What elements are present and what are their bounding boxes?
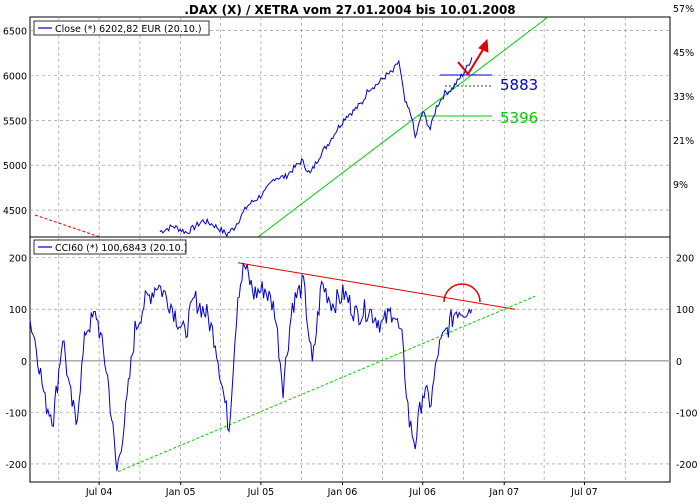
- cci-y-tick-right: 200: [676, 254, 694, 265]
- red-arrow-path: [457, 47, 485, 76]
- price-tick-labels: 6500 57% 6000 45% 5500 33% 5000 21% 4500 9%: [3, 4, 694, 217]
- cci-y-tick-left: -200: [5, 460, 27, 471]
- cci-red-arc: [443, 283, 481, 303]
- price-y-tick-left: 5000: [3, 161, 27, 172]
- price-y-tick-left: 5500: [3, 116, 27, 127]
- cci-y-tick-left: -100: [5, 408, 27, 419]
- annotation-5396: 5396: [500, 109, 538, 127]
- cci-grid: [30, 237, 670, 482]
- price-grid: [30, 17, 670, 237]
- cci-y-tick-left: 0: [21, 357, 27, 368]
- price-y-tick-right: 9%: [673, 180, 688, 191]
- cci-legend: CCI60 (*) 100,6843 (20.10.): [33, 239, 187, 255]
- cci-panel-frame: [29, 236, 671, 483]
- cci-y-tick-right: 0: [676, 357, 682, 368]
- price-trendlines: [34, 16, 549, 238]
- cci-series-line: [29, 261, 473, 472]
- price-legend-label: Close (*) 6202,82 EUR (20.10.): [55, 24, 202, 35]
- red-arrow-head: [478, 38, 489, 53]
- x-tick-label: Jul 05: [247, 487, 275, 498]
- cci-legend-box: [33, 239, 187, 255]
- x-axis-tick-labels: Jul 04 Jan 05 Jul 05 Jan 06 Jul 06 Jan 07 Jul …: [85, 482, 598, 498]
- price-y-tick-right: 45%: [673, 48, 694, 59]
- price-panel-frame: [29, 16, 671, 238]
- price-legend-box: [33, 20, 210, 36]
- price-y-tick-right: 21%: [673, 136, 694, 147]
- cci-y-tick-left: 200: [9, 254, 27, 265]
- price-y-tick-left: 6500: [3, 26, 27, 37]
- price-series-line: [159, 57, 473, 238]
- x-tick-label: Jan 06: [327, 487, 358, 498]
- price-y-tick-left: 4500: [3, 206, 27, 217]
- cci-legend-label: CCI60 (*) 100,6843 (20.10.): [55, 243, 187, 254]
- cci-green-trendline: [117, 295, 536, 473]
- price-green-trendline: [257, 16, 549, 238]
- x-tick-label: Jan 05: [165, 487, 196, 498]
- cci-y-tick-right: -200: [676, 460, 698, 471]
- x-tick-label: Jan 07: [488, 487, 519, 498]
- cci-tick-labels: 200 200 100 100 0 0 -100 -100 -200 -200: [5, 254, 697, 471]
- annotation-5883: 5883: [500, 76, 538, 94]
- cci-trendlines: [117, 262, 536, 473]
- cci-y-tick-left: 100: [9, 305, 27, 316]
- price-y-tick-left: 6000: [3, 71, 27, 82]
- cci-y-tick-right: -100: [676, 408, 698, 419]
- x-tick-label: Jul 04: [85, 487, 113, 498]
- cci-red-trendline: [237, 262, 516, 310]
- x-tick-label: Jul 07: [570, 487, 598, 498]
- cci-y-tick-right: 100: [676, 305, 694, 316]
- price-legend: Close (*) 6202,82 EUR (20.10.): [33, 20, 210, 36]
- price-red-trendline: [34, 214, 101, 238]
- x-tick-label: Jul 06: [408, 487, 436, 498]
- chart-title: .DAX (X) / XETRA vom 27.01.2004 bis 10.0…: [184, 3, 515, 17]
- price-y-tick-right: 57%: [673, 4, 694, 15]
- price-y-tick-right: 33%: [673, 92, 694, 103]
